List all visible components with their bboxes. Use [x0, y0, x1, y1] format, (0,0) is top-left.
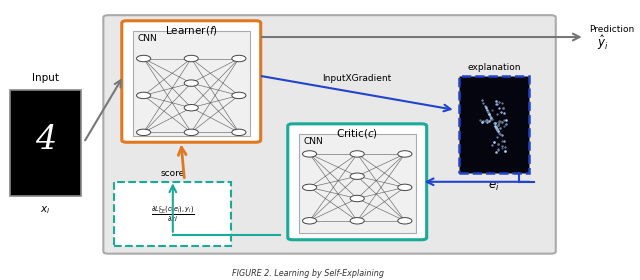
Text: Learner$(f)$: Learner$(f)$ — [165, 24, 218, 37]
FancyBboxPatch shape — [103, 15, 556, 254]
Text: Critic$(c)$: Critic$(c)$ — [336, 127, 378, 141]
Circle shape — [398, 151, 412, 157]
Circle shape — [136, 55, 150, 62]
Circle shape — [398, 184, 412, 191]
Text: Prediction: Prediction — [589, 25, 634, 34]
Circle shape — [303, 184, 317, 191]
FancyBboxPatch shape — [459, 76, 529, 173]
Circle shape — [184, 55, 198, 62]
FancyBboxPatch shape — [299, 134, 415, 233]
Circle shape — [136, 92, 150, 99]
Text: $\hat{y}_i$: $\hat{y}_i$ — [597, 33, 609, 52]
Circle shape — [350, 151, 364, 157]
Circle shape — [350, 218, 364, 224]
Circle shape — [232, 129, 246, 136]
Circle shape — [303, 218, 317, 224]
Circle shape — [232, 55, 246, 62]
Text: InputXGradient: InputXGradient — [323, 74, 392, 83]
Text: 4: 4 — [35, 124, 56, 156]
Circle shape — [184, 104, 198, 111]
Text: explanation: explanation — [467, 63, 521, 72]
FancyBboxPatch shape — [115, 182, 231, 246]
Text: $x_i$: $x_i$ — [40, 204, 51, 216]
Text: FIGURE 2. Learning by Self-Explaining: FIGURE 2. Learning by Self-Explaining — [232, 269, 384, 278]
Circle shape — [184, 129, 198, 136]
Circle shape — [232, 92, 246, 99]
Text: CNN: CNN — [303, 137, 323, 146]
Circle shape — [136, 129, 150, 136]
Circle shape — [398, 218, 412, 224]
Circle shape — [350, 195, 364, 202]
Text: Input: Input — [32, 73, 59, 83]
Circle shape — [184, 80, 198, 86]
Text: CNN: CNN — [137, 34, 157, 43]
FancyBboxPatch shape — [10, 90, 81, 196]
Circle shape — [303, 151, 317, 157]
Text: $\frac{\partial L^c_{\rm CE}(c(e_i),y_i)}{\partial xi}$: $\frac{\partial L^c_{\rm CE}(c(e_i),y_i)… — [151, 204, 195, 224]
FancyBboxPatch shape — [122, 21, 260, 142]
Text: $e_i$: $e_i$ — [488, 180, 500, 193]
FancyBboxPatch shape — [288, 124, 427, 240]
Circle shape — [350, 173, 364, 179]
FancyBboxPatch shape — [133, 31, 250, 136]
Text: score: score — [161, 169, 185, 178]
